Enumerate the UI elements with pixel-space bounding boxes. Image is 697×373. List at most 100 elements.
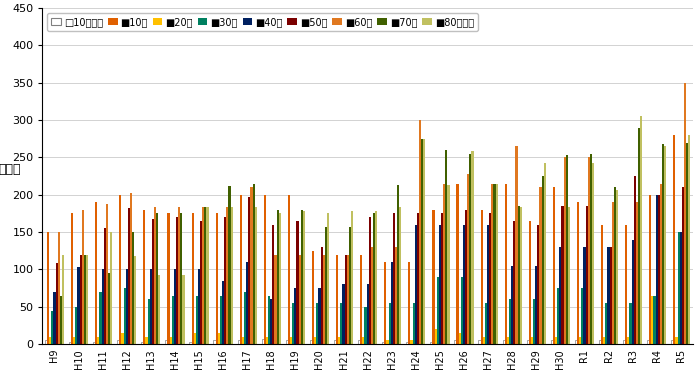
Bar [590,154,592,344]
Bar [215,213,217,344]
Bar [677,232,680,344]
Bar [551,341,553,344]
Bar [487,225,489,344]
Bar [119,195,121,344]
Bar [623,341,625,344]
Bar [58,232,60,344]
Bar [419,120,421,344]
Bar [327,213,329,344]
Bar [664,146,666,344]
Bar [321,247,323,344]
Bar [360,254,362,344]
Bar [69,342,71,344]
Bar [393,213,395,344]
Bar [382,342,384,344]
Bar [54,292,56,344]
Bar [608,247,610,344]
Bar [649,195,651,344]
Bar [531,336,533,344]
Bar [544,163,546,344]
Bar [511,266,513,344]
Bar [682,187,684,344]
Bar [505,184,507,344]
Bar [415,225,417,344]
Bar [537,225,539,344]
Bar [395,247,397,344]
Bar [106,204,108,344]
Bar [362,336,365,344]
Bar [434,329,437,344]
Bar [62,254,64,344]
Bar [346,254,349,344]
Bar [507,336,509,344]
Bar [386,341,388,344]
Bar [238,341,240,344]
Bar [688,135,691,344]
Bar [270,299,273,344]
Bar [471,151,474,344]
Bar [194,333,196,344]
Bar [535,266,537,344]
Bar [132,232,135,344]
Bar [169,336,171,344]
Bar [684,83,686,344]
Bar [316,303,319,344]
Bar [135,256,137,344]
Bar [123,288,125,344]
Bar [220,295,222,344]
Bar [579,336,581,344]
Bar [174,269,176,344]
Bar [568,207,570,344]
Bar [95,202,98,344]
Bar [75,307,77,344]
Bar [631,239,634,344]
Bar [469,154,471,344]
Bar [625,225,627,344]
Bar [564,157,566,344]
Bar [555,336,557,344]
Bar [610,247,612,344]
Bar [349,227,351,344]
Bar [529,221,531,344]
Bar [647,341,649,344]
Bar [397,185,399,344]
Bar [539,187,542,344]
Bar [430,342,432,344]
Bar [463,225,465,344]
Bar [491,184,493,344]
Bar [686,142,688,344]
Bar [47,232,49,344]
Bar [254,207,256,344]
Bar [390,262,393,344]
Bar [651,295,654,344]
Bar [513,221,515,344]
Bar [165,341,167,344]
Bar [459,333,461,344]
Bar [300,210,303,344]
Bar [217,333,220,344]
Bar [202,207,204,344]
Bar [303,211,305,344]
Bar [178,207,181,344]
Bar [102,269,104,344]
Bar [559,247,561,344]
Bar [520,207,522,344]
Bar [408,262,411,344]
Bar [496,184,498,344]
Bar [342,284,344,344]
Bar [662,144,664,344]
Bar [268,295,270,344]
Bar [98,336,100,344]
Bar [314,336,316,344]
Bar [261,339,263,344]
Bar [485,303,487,344]
Bar [599,341,601,344]
Bar [443,184,445,344]
Bar [192,213,194,344]
Bar [467,174,469,344]
Bar [478,341,480,344]
Bar [294,288,296,344]
Bar [325,227,327,344]
Bar [296,221,298,344]
Bar [213,341,215,344]
